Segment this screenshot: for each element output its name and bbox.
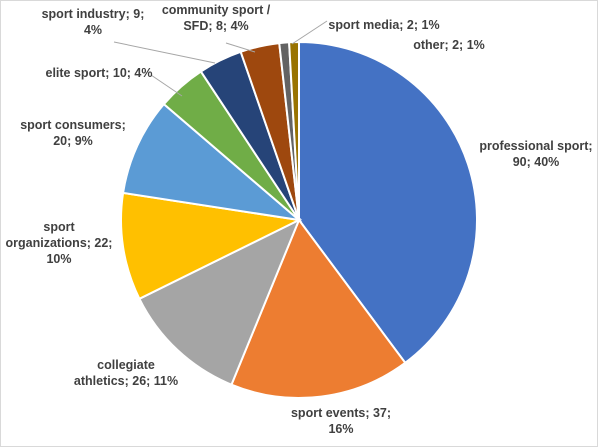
data-label-line: 16% — [328, 422, 353, 436]
data-label-sport-media: sport media; 2; 1% — [328, 18, 439, 32]
leader-line — [150, 74, 183, 97]
data-label-line: sport consumers; — [20, 118, 126, 132]
pie-slice-sport-events — [230, 217, 407, 399]
data-label-line: athletics; 26; 11% — [74, 374, 178, 388]
data-label-line: sport industry; 9; — [42, 7, 145, 21]
data-label-collegiate-athletics: collegiate athletics; 26; 11% — [74, 358, 178, 388]
pie-slice-sport-organizations — [120, 191, 303, 301]
data-label-line: organizations; 22; — [6, 236, 113, 250]
data-label-sport-organizations: sport organizations; 22; 10% — [6, 220, 113, 266]
data-label-professional-sport: professional sport; 90; 40% — [479, 139, 592, 169]
data-label-line: elite sport; 10; 4% — [46, 66, 153, 80]
pie-slice-collegiate-athletics — [138, 217, 301, 386]
data-label-other: other; 2; 1% — [413, 38, 485, 52]
pie-slice-professional-sport — [298, 40, 478, 365]
data-label-line: community sport / — [162, 3, 271, 17]
data-label-community-sport-sfd: community sport / SFD; 8; 4% — [162, 3, 271, 33]
data-label-line: SFD; 8; 4% — [183, 19, 248, 33]
data-label-sport-events: sport events; 37; 16% — [291, 406, 391, 436]
leader-line — [291, 20, 328, 45]
data-label-line: professional sport; — [479, 139, 592, 153]
data-label-line: 4% — [84, 23, 102, 37]
data-label-line: other; 2; 1% — [413, 38, 485, 52]
data-label-line: sport events; 37; — [291, 406, 391, 420]
leader-line — [113, 41, 216, 64]
data-label-elite-sport: elite sport; 10; 4% — [46, 66, 153, 80]
data-label-sport-consumers: sport consumers; 20; 9% — [20, 118, 126, 148]
slices-layer — [120, 40, 478, 399]
data-label-line: 20; 9% — [53, 134, 93, 148]
leader-lines-layer — [113, 20, 328, 97]
data-labels-layer: professional sport; 90; 40% sport events; … — [6, 3, 593, 436]
data-label-line: sport — [43, 220, 75, 234]
data-label-line: 90; 40% — [513, 155, 560, 169]
pie-slice-sport-consumers — [121, 102, 303, 222]
data-label-line: collegiate — [97, 358, 155, 372]
data-label-line: 10% — [46, 252, 71, 266]
leader-line — [225, 42, 256, 53]
data-label-line: sport media; 2; 1% — [328, 18, 439, 32]
data-label-sport-industry: sport industry; 9; 4% — [42, 7, 145, 37]
